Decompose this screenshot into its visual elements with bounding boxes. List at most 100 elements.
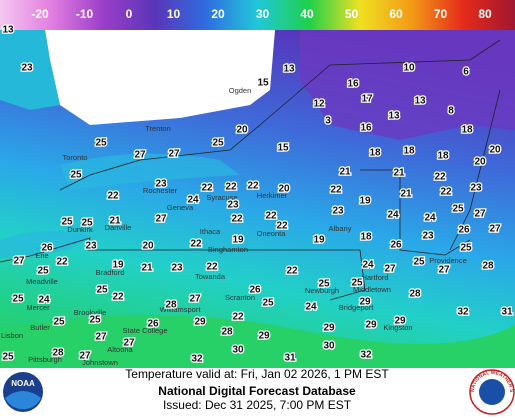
temperature-label: 22 bbox=[231, 214, 243, 225]
noaa-wave bbox=[5, 391, 41, 410]
temperature-label: 25 bbox=[262, 298, 274, 309]
temperature-label: 26 bbox=[41, 243, 53, 254]
place-name: Ithaca bbox=[200, 227, 221, 236]
temperature-label: 25 bbox=[61, 217, 73, 228]
footer-bg bbox=[0, 368, 515, 418]
legend-label: -10 bbox=[76, 7, 94, 21]
temperature-label: 25 bbox=[53, 317, 65, 328]
temperature-label: 8 bbox=[448, 106, 454, 117]
temperature-label: 22 bbox=[206, 262, 218, 273]
temperature-label: 16 bbox=[360, 123, 372, 134]
borders bbox=[0, 39, 501, 301]
temperature-label: 21 bbox=[393, 168, 405, 179]
temperature-label: 22 bbox=[232, 312, 244, 323]
temperature-label: 29 bbox=[194, 317, 206, 328]
place-name: Ogden bbox=[229, 86, 252, 95]
temperature-label: 25 bbox=[351, 278, 363, 289]
place-name: Rochester bbox=[143, 186, 178, 195]
place-name: Erie bbox=[35, 251, 48, 260]
temperature-label: 29 bbox=[323, 323, 335, 334]
temperature-label: 30 bbox=[323, 341, 335, 352]
temperature-label: 19 bbox=[359, 196, 371, 207]
temperature-label: 12 bbox=[313, 99, 325, 110]
temperature-label: 27 bbox=[134, 150, 146, 161]
place-name: Herkimer bbox=[257, 191, 288, 200]
temperature-label: 20 bbox=[142, 241, 154, 252]
temperature-label: 31 bbox=[284, 353, 296, 364]
temperature-label: 22 bbox=[225, 182, 237, 193]
temperature-label: 32 bbox=[191, 354, 203, 365]
temperature-label: 18 bbox=[403, 146, 415, 157]
temperature-label: 32 bbox=[360, 350, 372, 361]
temperature-label: 18 bbox=[360, 232, 372, 243]
temperature-label: 6 bbox=[463, 67, 469, 78]
temperature-label: 24 bbox=[305, 302, 317, 313]
temperature-label: 27 bbox=[489, 224, 501, 235]
temperature-label: 27 bbox=[13, 256, 25, 267]
temperature-label: 28 bbox=[409, 289, 421, 300]
place-name: Binghamton bbox=[208, 245, 248, 254]
temperature-label: 27 bbox=[95, 332, 107, 343]
temperature-label: 25 bbox=[452, 204, 464, 215]
temperature-label: 22 bbox=[201, 183, 213, 194]
place-name: Butler bbox=[30, 323, 50, 332]
temperature-label: 22 bbox=[276, 221, 288, 232]
temperature-label: 31 bbox=[501, 307, 513, 318]
temperature-label: 25 bbox=[12, 294, 24, 305]
legend-label: 10 bbox=[167, 7, 181, 21]
place-name: Pittsburgh bbox=[28, 355, 62, 364]
temperature-label: 26 bbox=[249, 285, 261, 296]
temperature-label: 29 bbox=[359, 297, 371, 308]
place-name: Providence bbox=[429, 256, 467, 265]
temperature-label: 24 bbox=[362, 260, 374, 271]
temperature-label: 23 bbox=[155, 179, 167, 190]
place-name: Kingston bbox=[383, 323, 412, 332]
temperature-label: 16 bbox=[347, 79, 359, 90]
place-name: Syracuse bbox=[206, 193, 237, 202]
place-name: Dunkirk bbox=[67, 225, 93, 234]
temperature-label: 22 bbox=[434, 172, 446, 183]
temperature-label: 25 bbox=[96, 285, 108, 296]
temperature-label: 23 bbox=[21, 63, 33, 74]
temperature-label: 27 bbox=[189, 294, 201, 305]
legend-bar bbox=[0, 0, 515, 30]
temperature-label: 22 bbox=[247, 181, 259, 192]
temperature-label: 19 bbox=[313, 235, 325, 246]
temperature-label: 28 bbox=[221, 327, 233, 338]
place-name: Altoona bbox=[107, 345, 133, 354]
temperature-label: 26 bbox=[147, 319, 159, 330]
place-name: Middletown bbox=[353, 285, 391, 294]
place-name: Danville bbox=[105, 223, 132, 232]
temperature-label: 32 bbox=[457, 307, 469, 318]
temperature-label: 22 bbox=[265, 211, 277, 222]
temperature-label: 30 bbox=[232, 345, 244, 356]
place-name: Newburgh bbox=[305, 286, 339, 295]
place-name: Oneonta bbox=[257, 229, 287, 238]
temperature-label: 23 bbox=[332, 206, 344, 217]
place-name: Albany bbox=[329, 224, 352, 233]
temperature-label: 22 bbox=[330, 185, 342, 196]
temperature-label: 21 bbox=[400, 189, 412, 200]
temperature-label: 18 bbox=[461, 125, 473, 136]
temperature-label: 18 bbox=[437, 151, 449, 162]
warm-south bbox=[0, 315, 515, 368]
temperature-label: 25 bbox=[413, 257, 425, 268]
temperature-label: 25 bbox=[81, 218, 93, 229]
temperature-label: 23 bbox=[171, 263, 183, 274]
temperature-label: 26 bbox=[390, 240, 402, 251]
legend-label: 60 bbox=[389, 7, 403, 21]
legend-label: 80 bbox=[478, 7, 492, 21]
place-name: Brookville bbox=[74, 308, 107, 317]
no-data-area bbox=[45, 30, 275, 125]
temperature-label: 20 bbox=[474, 157, 486, 168]
temperature-label: 19 bbox=[112, 260, 124, 271]
legend-label: 50 bbox=[345, 7, 359, 21]
place-name: Trenton bbox=[145, 124, 171, 133]
temperature-label: 15 bbox=[277, 143, 289, 154]
place-name: Geneva bbox=[167, 203, 194, 212]
legend-label: 40 bbox=[300, 7, 314, 21]
temperature-label: 28 bbox=[52, 348, 64, 359]
legend-label: -20 bbox=[31, 7, 49, 21]
